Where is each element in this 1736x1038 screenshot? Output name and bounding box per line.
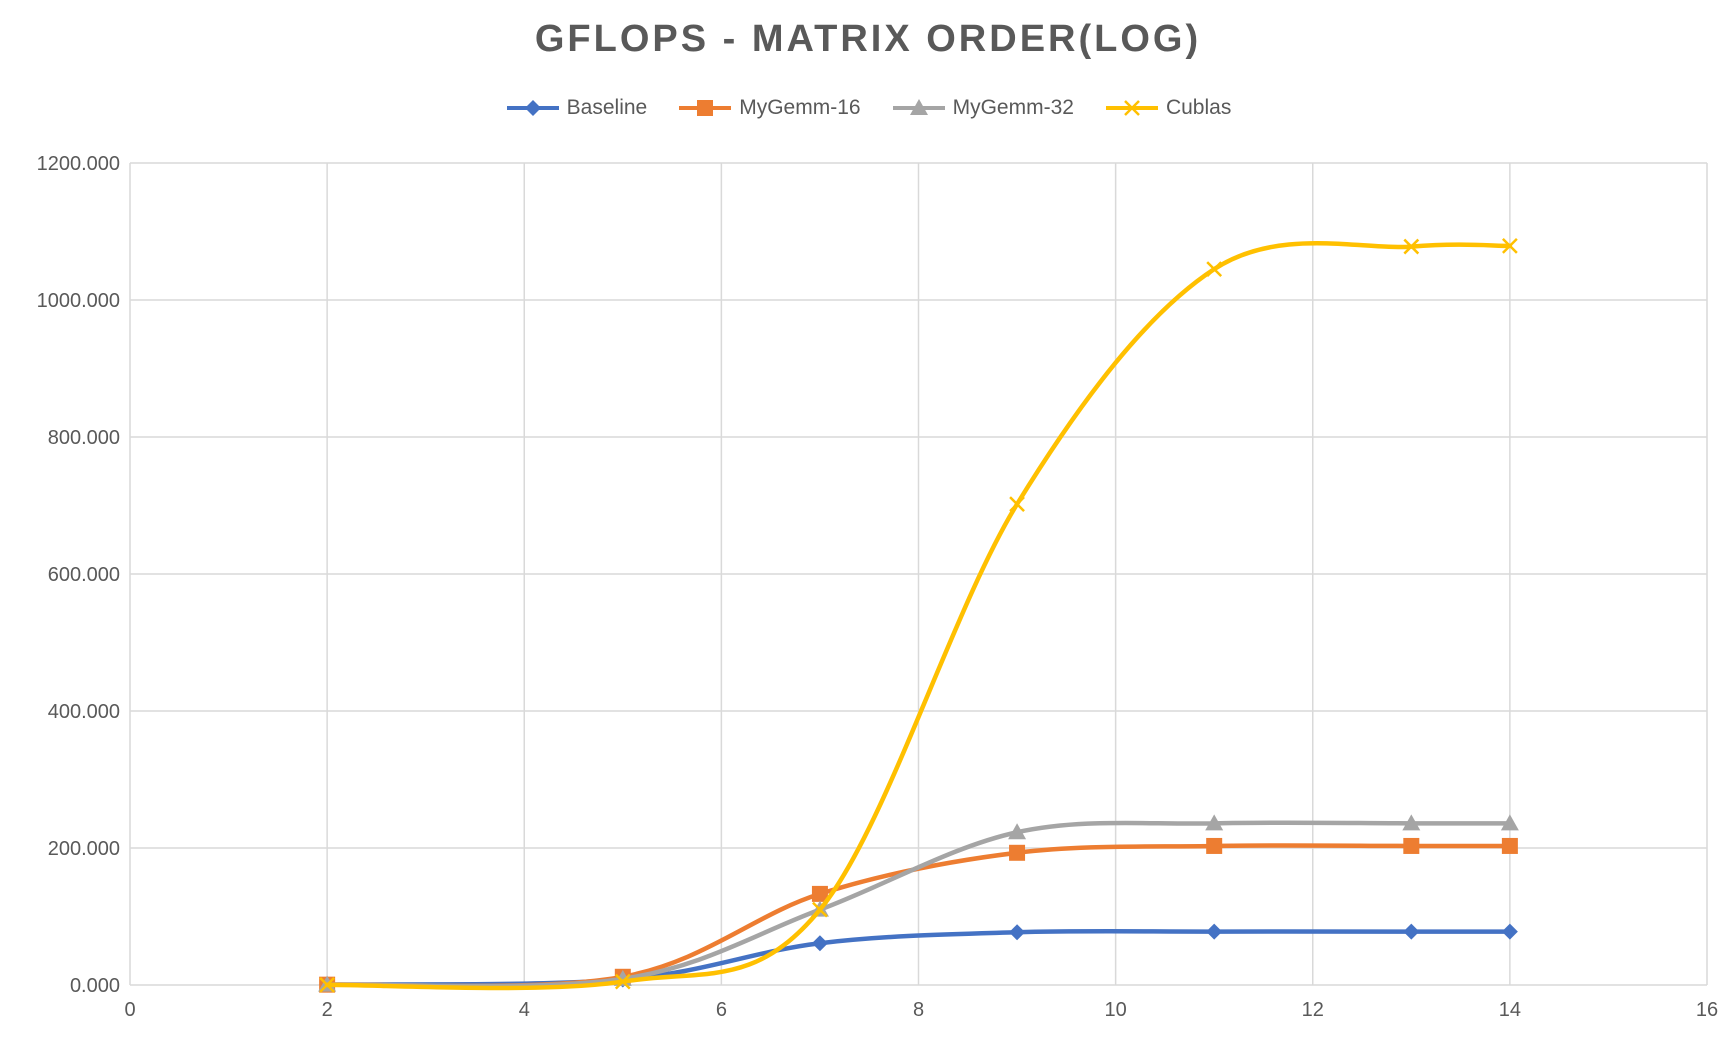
legend-swatch-icon (892, 99, 945, 115)
data-point (1403, 923, 1420, 940)
data-point (1501, 923, 1518, 940)
legend-swatch-icon (679, 100, 732, 116)
data-point (811, 885, 828, 902)
series-cublas (319, 238, 1518, 993)
legend-item: MyGemm-16 (677, 96, 861, 120)
data-point (1206, 261, 1223, 278)
grid (129, 162, 1708, 986)
legend-item: Baseline (505, 96, 648, 120)
data-point (1008, 823, 1027, 840)
legend-marker (697, 100, 714, 116)
x-tick-label: 4 (519, 999, 530, 1021)
data-point (1403, 837, 1420, 854)
series-line (324, 820, 1513, 989)
legend-label: MyGemm-32 (952, 96, 1074, 119)
y-tick-label: 600.000 (48, 564, 120, 586)
y-tick-label: 1000.000 (37, 290, 120, 312)
data-point (1501, 238, 1518, 254)
data-point (1500, 814, 1519, 831)
y-tick-label: 800.000 (48, 427, 120, 449)
x-tick-label: 16 (1696, 999, 1718, 1021)
x-tick-label: 8 (913, 999, 924, 1021)
legend-label: Cublas (1165, 96, 1232, 119)
series-line (324, 241, 1513, 991)
x-tick-label: 2 (322, 999, 333, 1021)
chart-title: GFLOPS - MATRIX ORDER(LOG) (534, 18, 1202, 60)
data-point (812, 901, 828, 918)
y-tick-label: 1200.000 (37, 153, 120, 175)
legend-swatch-icon (1105, 100, 1158, 116)
data-point (1402, 814, 1421, 831)
data-point (811, 935, 828, 952)
data-point (1206, 837, 1223, 854)
legend-marker (524, 100, 541, 116)
data-point (319, 976, 336, 993)
x-tick-label: 6 (716, 999, 727, 1021)
data-point (1009, 844, 1026, 861)
legend-marker (909, 99, 928, 115)
legend: Baseline MyGemm-16 MyGemm-32 Cublas (0, 96, 1736, 120)
x-tick-label: 14 (1499, 999, 1521, 1021)
legend-label: MyGemm-16 (739, 96, 861, 119)
y-tick-label: 400.000 (48, 701, 120, 723)
x-tick-label: 12 (1302, 999, 1324, 1021)
legend-label: Baseline (566, 96, 648, 119)
legend-marker (1124, 100, 1140, 116)
legend-item: MyGemm-32 (891, 96, 1074, 120)
y-tick-label: 200.000 (48, 838, 120, 860)
legend-swatch-icon (506, 100, 559, 116)
data-point (1403, 238, 1420, 255)
data-point (1501, 837, 1518, 854)
y-tick-label: 0.000 (70, 975, 120, 997)
x-tick-label: 10 (1105, 999, 1127, 1021)
legend-item: Cublas (1104, 96, 1231, 120)
x-tick-label: 0 (124, 999, 135, 1021)
data-point (1009, 924, 1026, 941)
data-point (614, 973, 631, 990)
data-point (1205, 814, 1224, 831)
data-point (1206, 923, 1223, 940)
data-point (1009, 496, 1025, 513)
